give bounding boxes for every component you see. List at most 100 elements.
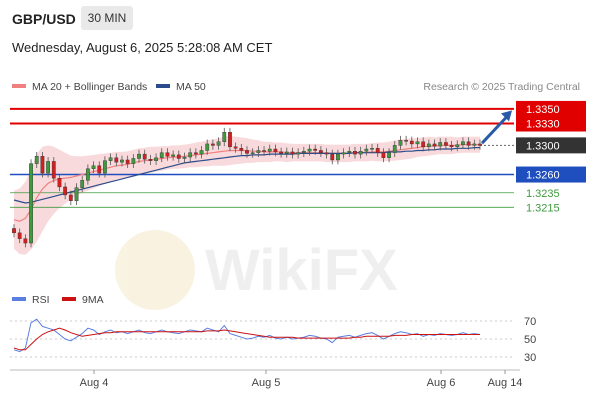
rsi-tick-30: 30 [524, 352, 536, 364]
level-label-1.3300: 1.3300 [526, 140, 560, 152]
candle-body [23, 238, 28, 244]
candle-body [313, 148, 318, 151]
legend-9ma-swatch [62, 297, 76, 301]
candle-body [404, 140, 409, 142]
candle-body [392, 145, 397, 153]
candle-body [137, 153, 141, 159]
candle-body [409, 140, 414, 145]
candle-body [125, 159, 130, 164]
candle-body [284, 151, 289, 154]
candle-body [34, 156, 39, 164]
candle-body [426, 143, 431, 148]
candle-body [250, 152, 255, 154]
candle-body [330, 153, 335, 161]
candle-body [165, 152, 170, 157]
legend-rsi-swatch [12, 297, 26, 301]
projection-arrow-head [501, 110, 512, 122]
candle-body [432, 143, 437, 147]
candle-body [398, 140, 403, 146]
candle-body [159, 152, 164, 158]
watermark: WikiFX [115, 230, 398, 310]
candle-body [46, 161, 50, 174]
level-label-1.3330: 1.3330 [526, 119, 560, 131]
projection-arrow-shaft [480, 113, 511, 145]
candle-body [478, 143, 482, 146]
candle-body [205, 143, 210, 151]
candle-body [341, 152, 346, 155]
candle-body [51, 161, 56, 179]
legend-ma20-swatch [12, 84, 26, 88]
level-label-bg-1.3350 [516, 100, 586, 117]
x-tick-label: Aug 5 [252, 377, 281, 389]
candle-body [415, 141, 420, 145]
candle-body [336, 153, 340, 161]
candle-body [461, 141, 465, 145]
candle-body [279, 151, 283, 154]
candle-body [290, 151, 295, 155]
candle-body [171, 154, 176, 157]
candle-body [262, 150, 266, 152]
candle-body [120, 159, 124, 163]
legend-ma50-swatch [156, 84, 170, 88]
candle-body [296, 152, 301, 155]
rsi-tick-50: 50 [524, 334, 536, 346]
candle-body [228, 132, 232, 148]
x-tick-label: Aug 4 [80, 377, 109, 389]
candle-body [375, 148, 380, 153]
candle-body [17, 232, 22, 239]
candle-body [40, 156, 45, 174]
legend-rsi-label: RSI [32, 294, 50, 306]
credit-label: Research © 2025 Trading Central [423, 81, 580, 93]
level-label-1.3235: 1.3235 [526, 188, 560, 200]
candle-body [353, 151, 357, 155]
legend-ma20-label: MA 20 + Bollinger Bands [32, 81, 147, 93]
candle-body [12, 228, 16, 234]
candle-body [29, 163, 33, 244]
candle-body [455, 144, 460, 148]
level-label-bg-1.3260 [516, 166, 586, 183]
candle-body [182, 156, 187, 159]
candle-body [193, 152, 198, 155]
candle-body [142, 153, 147, 160]
candle-body [301, 151, 306, 153]
candle-body [222, 132, 227, 142]
level-label-1.3350: 1.3350 [526, 104, 560, 116]
x-tick-label: Aug 14 [488, 377, 523, 389]
legend-ma50-label: MA 50 [176, 81, 206, 93]
candle-body [364, 148, 369, 152]
timeframe-badge[interactable]: 30 MIN [81, 6, 133, 30]
candle-body [370, 148, 374, 150]
candle-body [148, 159, 153, 161]
candle-body [307, 148, 312, 152]
candle-body [239, 148, 244, 151]
symbol-title: GBP/USD [12, 11, 76, 27]
price-legend: MA 20 + Bollinger Bands MA 50 Research ©… [12, 81, 580, 93]
watermark-logo-circle [115, 230, 195, 310]
candle-body [154, 157, 158, 161]
candle-body [74, 187, 79, 201]
candle-body [449, 145, 454, 148]
candle-body [273, 148, 278, 153]
watermark-text: WikiFX [205, 238, 398, 303]
candle-body [85, 168, 90, 181]
candle-body [387, 152, 391, 158]
candle-body [381, 152, 386, 158]
candle-body [347, 151, 352, 153]
candle-body [318, 150, 323, 153]
candle-body [233, 146, 238, 149]
x-axis: Aug 4 Aug 5 Aug 6 Aug 14 [10, 369, 523, 389]
candle-body [176, 154, 181, 159]
candle-body [444, 142, 448, 146]
rsi-9ma-line [13, 327, 480, 351]
candle-body [421, 141, 426, 148]
legend-9ma-label: 9MA [82, 294, 104, 306]
candle-body [267, 148, 272, 152]
candle-body [256, 150, 261, 153]
candle-body [57, 177, 62, 188]
level-label-bg-1.3300 [516, 137, 586, 154]
level-label-1.3260: 1.3260 [526, 170, 560, 182]
candle-body [97, 165, 102, 174]
level-label-1.3215: 1.3215 [526, 202, 560, 214]
